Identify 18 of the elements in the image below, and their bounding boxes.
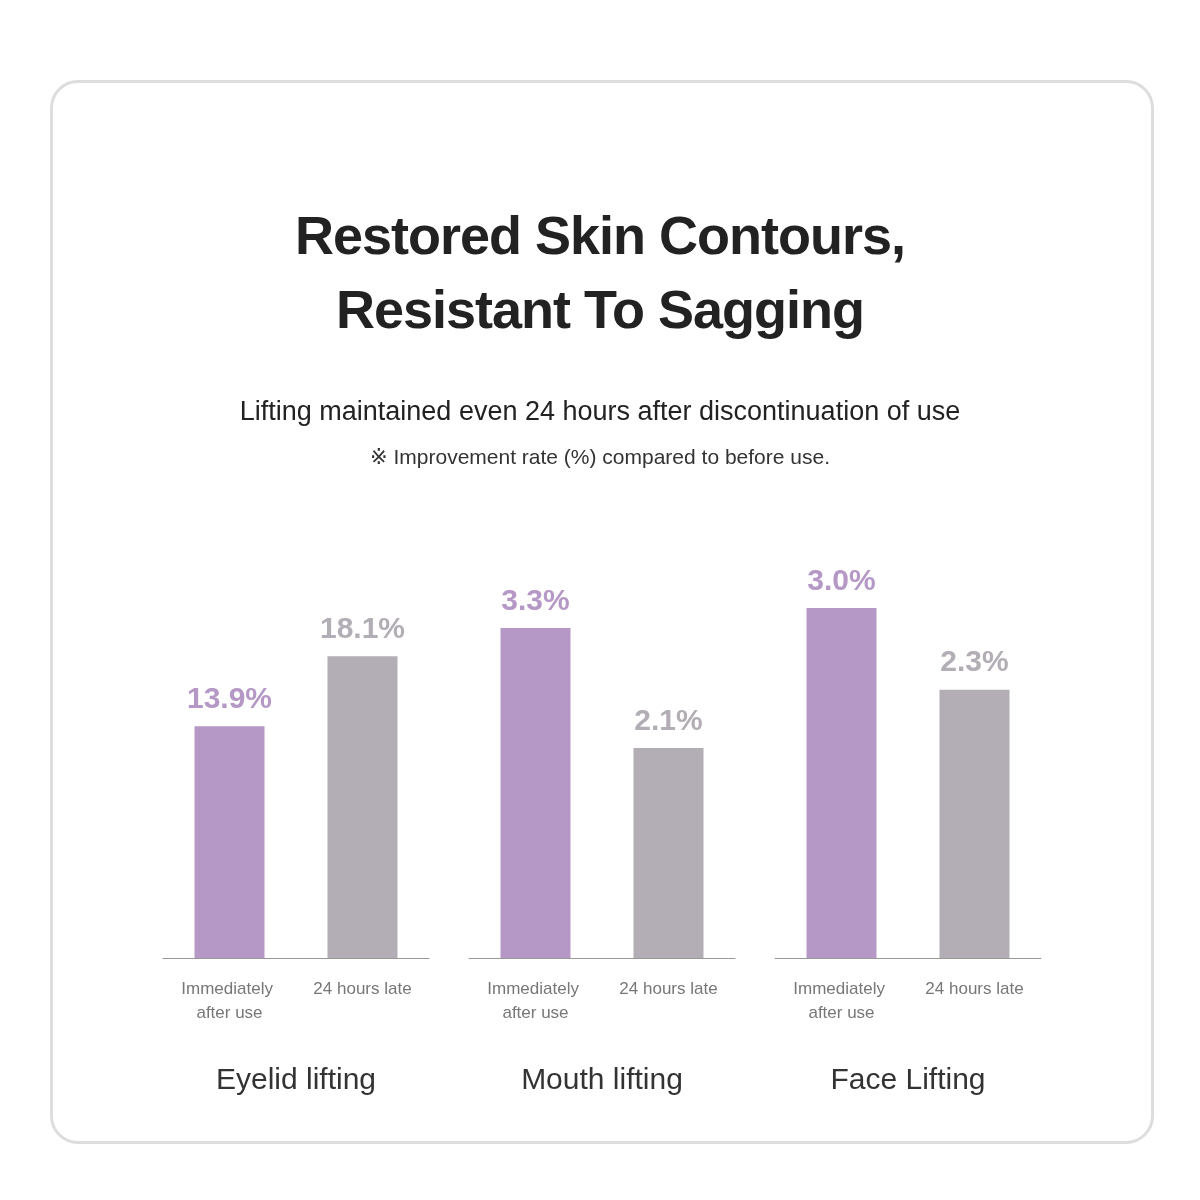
x-axis-title: Eyelid lifting xyxy=(215,1061,377,1095)
data-label: 3.3% xyxy=(501,582,570,616)
x-tick-label: Immediately after use xyxy=(487,978,584,1022)
text: Restored Skin Contours, Resistant To Sagging xyxy=(293,204,907,341)
x-tick-label: Immediately after use xyxy=(793,978,890,1022)
x-tick-label: 24 hours late xyxy=(619,978,718,998)
x-tick-label: 24 hours late xyxy=(313,978,412,998)
text: Lifting maintained even 24 hours after discontinuation of use xyxy=(238,396,962,427)
x-tick-label: Immediately after use xyxy=(181,978,278,1022)
x-axis-title: Mouth lifting xyxy=(521,1061,683,1095)
data-label: 18.1% xyxy=(319,610,406,644)
data-label: 13.9% xyxy=(186,680,273,714)
x-tick-label: 24 hours late xyxy=(925,978,1024,998)
data-label: 2.3% xyxy=(940,644,1009,678)
data-label: 3.0% xyxy=(807,562,876,596)
x-axis-title: Face Lifting xyxy=(830,1061,986,1095)
data-label: 2.1% xyxy=(634,702,703,736)
text: ※ Improvement rate (%) compared to before use. xyxy=(369,445,831,469)
